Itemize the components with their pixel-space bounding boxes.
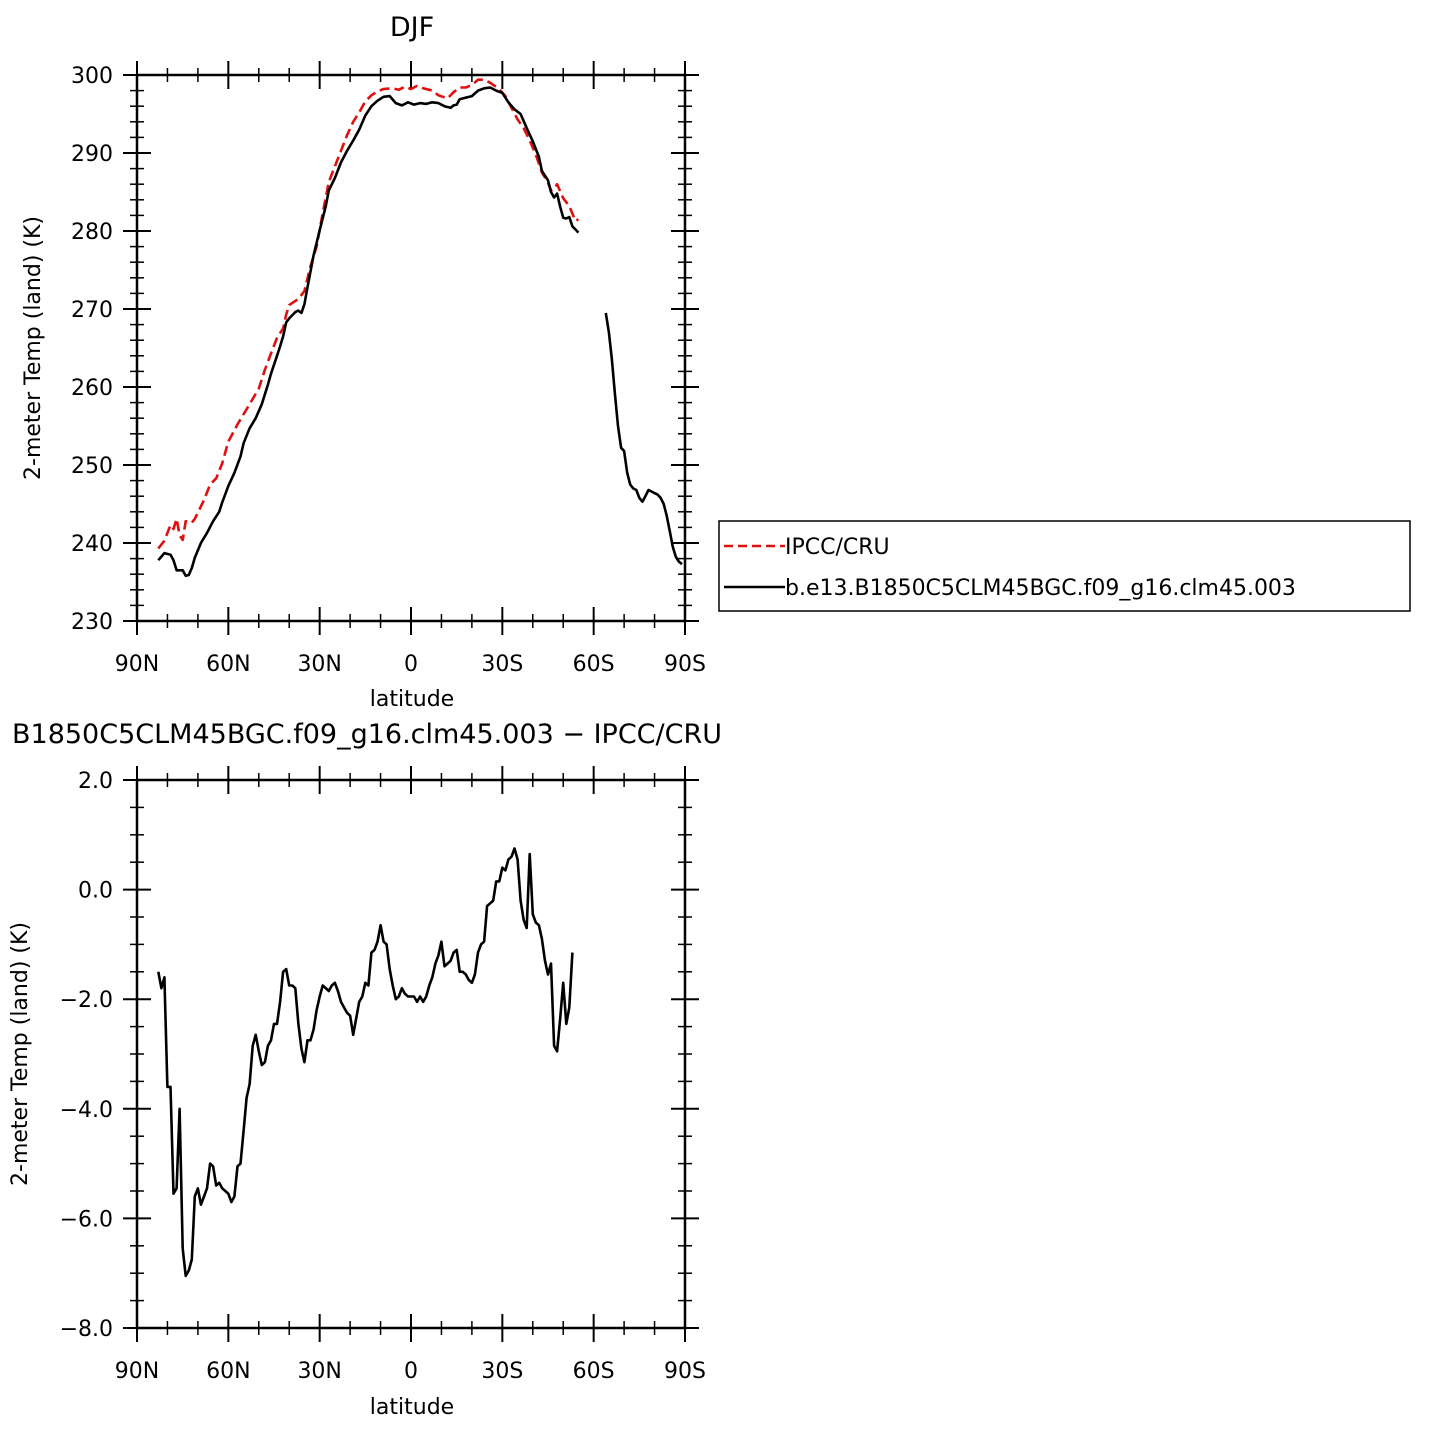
y-tick-label: −4.0 (60, 1098, 113, 1123)
x-tick-label: 90N (115, 1359, 159, 1384)
x-tick-label: 90S (664, 1359, 706, 1384)
y-tick-label: 250 (71, 454, 113, 479)
y-tick-label: 270 (71, 298, 113, 323)
y-tick-label: 290 (71, 142, 113, 167)
plot-frame (135, 778, 687, 1330)
bottom-panel: B1850C5CLM45BGC.f09_g16.clm45.003 − IPCC… (8, 719, 722, 1420)
y-tick-label: −2.0 (60, 988, 113, 1013)
y-tick-label: 260 (71, 376, 113, 401)
x-axis-label: latitude (370, 1395, 454, 1420)
x-tick-label: 60N (206, 652, 250, 677)
y-axis: 230 240 250 260 270 280 290 300 (71, 64, 699, 635)
y-tick-label: 240 (71, 532, 113, 557)
series-line-0-segment-0 (157, 78, 580, 550)
x-tick-label: 60S (573, 652, 615, 677)
x-axis: 90N 60N 30N 0 30S 60S 90S (115, 61, 706, 677)
plot-frame (135, 73, 687, 623)
y-axis: −8.0 −6.0 −4.0 −2.0 0.0 2.0 (60, 769, 699, 1342)
y-tick-label: 0.0 (78, 879, 113, 904)
x-tick-label: 30S (481, 1359, 523, 1384)
legend-box (718, 520, 1411, 612)
y-tick-label: 300 (71, 64, 113, 89)
x-axis-label: latitude (370, 687, 454, 712)
y-axis-label: 2-meter Temp (land) (K) (8, 922, 33, 1186)
x-tick-label: 90N (115, 652, 159, 677)
legend-entry-ipcc-cru: IPCC/CRU (785, 535, 890, 560)
plot-lines (157, 847, 574, 1278)
x-tick-label: 0 (404, 1359, 418, 1384)
x-tick-label: 0 (404, 652, 418, 677)
x-tick-label: 30N (297, 652, 341, 677)
x-tick-label: 30N (297, 1359, 341, 1384)
y-tick-label: 230 (71, 610, 113, 635)
series-line-0-segment-0 (157, 847, 574, 1278)
legend-entry-model: b.e13.B1850C5CLM45BGC.f09_g16.clm45.003 (785, 576, 1296, 601)
x-tick-label: 30S (481, 652, 523, 677)
y-axis-label: 2-meter Temp (land) (K) (21, 216, 46, 480)
x-tick-label: 90S (664, 652, 706, 677)
top-panel: DJF 230 240 250 260 270 280 290 300 90N 60N 30N 0 3… (21, 12, 1411, 712)
series-line-1-segment-0 (157, 86, 580, 578)
legend: IPCC/CRU b.e13.B1850C5CLM45BGC.f09_g16.c… (718, 520, 1411, 612)
x-axis: 90N 60N 30N 0 30S 60S 90S (115, 766, 706, 1384)
y-tick-label: 280 (71, 220, 113, 245)
x-tick-label: 60N (206, 1359, 250, 1384)
y-tick-label: 2.0 (78, 769, 113, 794)
plot-lines (157, 78, 683, 578)
series-line-1-segment-1 (604, 312, 683, 566)
x-tick-label: 60S (573, 1359, 615, 1384)
y-tick-label: −6.0 (60, 1207, 113, 1232)
panel-title: B1850C5CLM45BGC.f09_g16.clm45.003 − IPCC… (12, 719, 722, 750)
y-tick-label: −8.0 (60, 1317, 113, 1342)
panel-title: DJF (390, 12, 434, 43)
